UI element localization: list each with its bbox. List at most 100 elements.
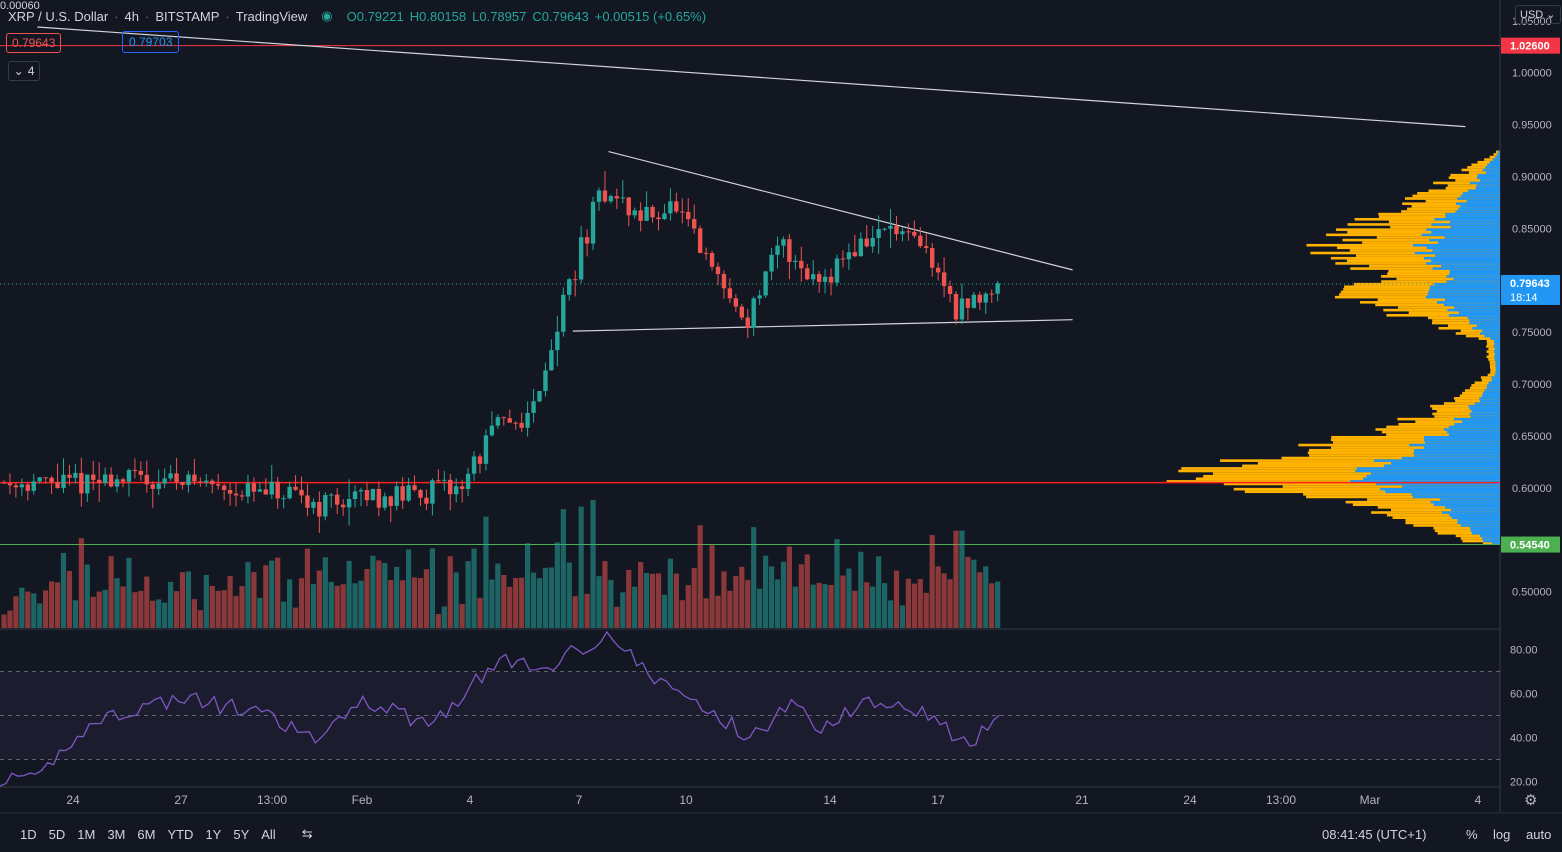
log-toggle[interactable]: log — [1493, 826, 1511, 842]
gear-icon[interactable]: ⚙ — [1524, 792, 1538, 809]
candle-body — [91, 474, 96, 480]
timeframe-5y[interactable]: 5Y — [233, 826, 250, 842]
volume-bar — [447, 556, 453, 628]
volume-profile-bar — [1469, 412, 1500, 416]
candle-body — [287, 486, 292, 499]
volume-profile-bar — [1437, 531, 1500, 535]
timeframe-1m[interactable]: 1M — [77, 826, 96, 842]
timeframe-5d[interactable]: 5D — [48, 826, 66, 842]
ask-price[interactable]: 0.79703 — [122, 31, 180, 53]
volume-profile-bar — [1445, 186, 1500, 190]
volume-bar — [602, 561, 608, 628]
candle-body — [941, 272, 947, 287]
volume-bar — [530, 572, 537, 628]
volume-bar — [554, 542, 560, 628]
indicators-toggle[interactable]: ⌄ 4 — [8, 61, 40, 81]
candle-body — [543, 370, 548, 392]
volume-bar — [173, 591, 180, 628]
time-tick-label: 10 — [679, 793, 693, 807]
time-tick-label: 24 — [1183, 793, 1197, 807]
volume-profile-bar — [1493, 355, 1500, 359]
volume-profile-bar — [1445, 212, 1500, 216]
time-tick-label: 7 — [576, 793, 583, 807]
auto-toggle[interactable]: auto — [1526, 826, 1552, 842]
volume-profile-bar — [1355, 254, 1500, 257]
volume-profile-bar — [1443, 428, 1500, 431]
volume-bar — [899, 605, 906, 628]
volume-profile-bar — [1495, 363, 1500, 366]
volume-profile-bar — [1282, 485, 1500, 488]
timeframe-all[interactable]: All — [261, 826, 276, 842]
rsi-line — [0, 630, 1001, 787]
volume-profile-bar — [1474, 402, 1500, 405]
volume-bar — [644, 573, 650, 628]
volume-bar — [221, 590, 227, 628]
volume-bar — [691, 568, 697, 628]
candle-body — [162, 478, 167, 484]
timeframe-1d[interactable]: 1D — [20, 826, 37, 842]
candle-body — [656, 217, 661, 220]
volume-profile-bar — [1412, 495, 1500, 499]
volume-profile-bar — [1335, 228, 1500, 231]
timeframe-3m[interactable]: 3M — [107, 826, 126, 842]
volume-profile-bar — [1242, 464, 1500, 468]
volume-bar — [483, 516, 489, 628]
volume-profile-bar — [1411, 493, 1500, 496]
candle-body — [977, 294, 982, 303]
candle-body — [924, 246, 929, 248]
candle-body — [751, 298, 756, 328]
currency-label: USD — [1520, 9, 1544, 21]
candle-body — [293, 486, 298, 490]
high-value: H0.80158 — [409, 8, 467, 24]
date-range-icon[interactable]: ⇆ — [301, 826, 313, 841]
volume-profile-bar — [1487, 342, 1500, 346]
candle-body — [567, 279, 572, 295]
candle-body — [882, 228, 887, 230]
timeframe-1y[interactable]: 1Y — [205, 826, 222, 842]
volume-bar — [655, 573, 662, 628]
volume-bar — [566, 562, 572, 628]
clock[interactable]: 08:41:45 (UTC+1) — [1322, 826, 1427, 842]
price-tick-label: 0.75000 — [1512, 327, 1552, 339]
candle-body — [317, 501, 322, 517]
volume-profile-bar — [1220, 459, 1500, 462]
volume-bar — [536, 578, 543, 628]
volume-profile-bar — [1376, 236, 1500, 239]
candle-body — [245, 483, 251, 497]
volume-profile-bar — [1386, 314, 1500, 317]
candle-body — [561, 294, 566, 332]
candle-body — [674, 201, 679, 212]
volume-profile-bar — [1385, 490, 1500, 494]
interval-label[interactable]: 4h — [124, 8, 139, 24]
volume-profile-bar — [1386, 513, 1500, 517]
volume-profile-bar — [1491, 378, 1500, 382]
percent-toggle[interactable]: % — [1466, 826, 1478, 842]
candle-body — [811, 274, 816, 280]
volume-profile-bar — [1375, 428, 1500, 431]
volume-bar — [495, 563, 501, 628]
volume-profile-bar — [1411, 205, 1500, 208]
volume-bar — [584, 593, 590, 628]
volume-profile-bar — [1195, 477, 1500, 481]
volume-profile-bar — [1383, 464, 1500, 468]
candle-body — [495, 417, 501, 426]
volume-profile-bar — [1491, 376, 1500, 379]
candle-body — [311, 501, 316, 508]
volume-bar — [715, 595, 721, 628]
volume-profile-bar — [1471, 163, 1500, 167]
volume-profile-bar — [1433, 181, 1500, 185]
currency-selector[interactable]: USD ⌄ — [1515, 5, 1561, 24]
timeframe-ytd[interactable]: YTD — [167, 826, 194, 842]
bid-price[interactable]: 0.79643 — [6, 33, 62, 53]
volume-bar — [281, 601, 287, 628]
volume-bar — [310, 584, 316, 628]
volume-profile-bar — [1471, 384, 1500, 387]
market-status-icon[interactable]: ◉ — [321, 8, 333, 23]
trend-line — [608, 150, 1073, 271]
symbol-title[interactable]: XRP / U.S. Dollar — [8, 8, 109, 24]
volume-bar — [513, 578, 519, 628]
timeframe-6m[interactable]: 6M — [137, 826, 156, 842]
volume-profile-bar — [1466, 199, 1500, 203]
volume-profile-bar — [1346, 259, 1500, 263]
